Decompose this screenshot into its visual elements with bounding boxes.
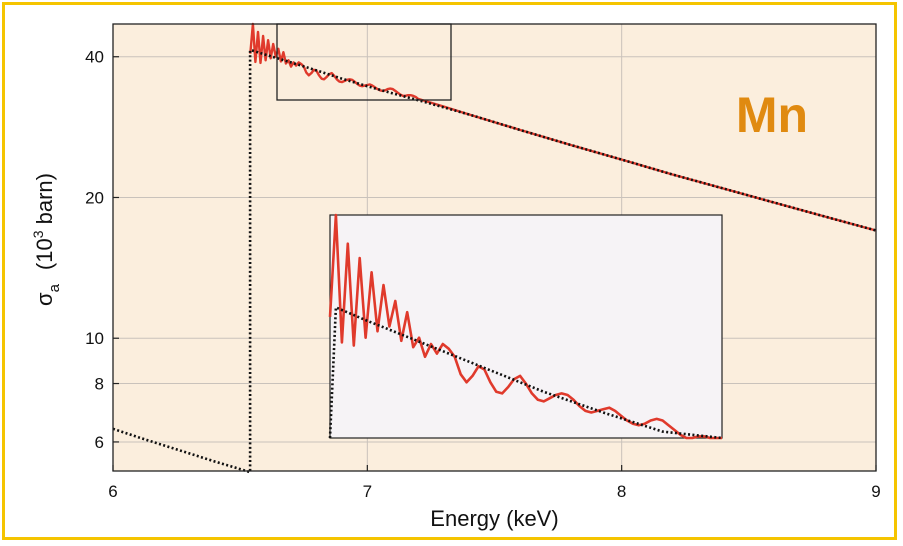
y-label-sub: a (46, 283, 63, 292)
measured-absorption-line (249, 22, 877, 232)
x-tick-label: 8 (617, 482, 626, 501)
y-label-base: σ (32, 292, 57, 306)
inset-background (329, 214, 723, 439)
y-tick-label: 6 (95, 433, 104, 452)
y-axis-label: σa (103 barn) (30, 173, 63, 306)
grid-lines (113, 24, 876, 471)
x-tick-label: 7 (363, 482, 372, 501)
x-tick-label: 6 (108, 482, 117, 501)
y-tick-label: 40 (85, 48, 104, 67)
main-series-layer (112, 22, 877, 474)
plot-border (112, 23, 877, 472)
x-axis-ticks: 6 7 8 9 (108, 465, 881, 501)
y-tick-label: 10 (85, 329, 104, 348)
x-axis-label: Energy (keV) (430, 506, 558, 531)
inset-atomic-background-line (328, 306, 723, 440)
y-label-unit-close: barn) (32, 173, 57, 230)
y-label-unit-open: (10 (32, 238, 57, 270)
inset-panel (328, 213, 723, 440)
y-tick-label: 8 (95, 375, 104, 394)
element-annotation: Mn (736, 87, 808, 143)
y-tick-label: 20 (85, 188, 104, 207)
y-label-unit-sup: 3 (30, 230, 46, 238)
y-axis-ticks: 6 8 10 20 40 (85, 48, 119, 452)
atomic-background-line (112, 49, 877, 474)
x-tick-label: 9 (871, 482, 880, 501)
